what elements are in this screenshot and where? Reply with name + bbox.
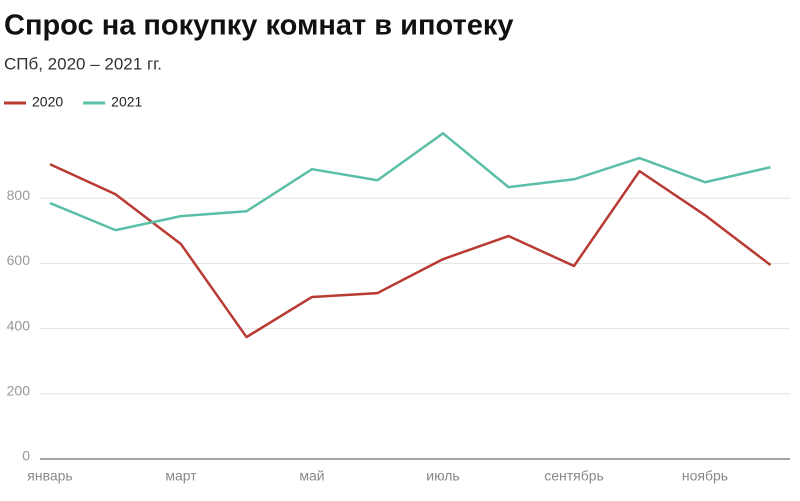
legend-label: 2020 xyxy=(32,94,63,110)
y-tick-label: 600 xyxy=(7,252,31,268)
x-tick-label: июль xyxy=(426,468,459,484)
series-line xyxy=(49,163,772,339)
x-tick-label: сентябрь xyxy=(544,468,604,484)
legend-label: 2021 xyxy=(111,94,142,110)
y-tick-label: 200 xyxy=(7,383,31,399)
x-tick-label: март xyxy=(165,468,197,484)
x-tick-label: ноябрь xyxy=(682,468,728,484)
x-tick-label: январь xyxy=(27,468,72,484)
y-tick-label: 800 xyxy=(7,187,31,203)
y-tick-label: 400 xyxy=(7,317,31,333)
x-tick-label: май xyxy=(299,468,324,484)
y-tick-label: 0 xyxy=(22,448,30,464)
series-line xyxy=(49,132,771,232)
chart-subtitle: СПб, 2020 – 2021 гг. xyxy=(4,54,162,73)
chart-title: Спрос на покупку комнат в ипотеку xyxy=(4,10,514,42)
